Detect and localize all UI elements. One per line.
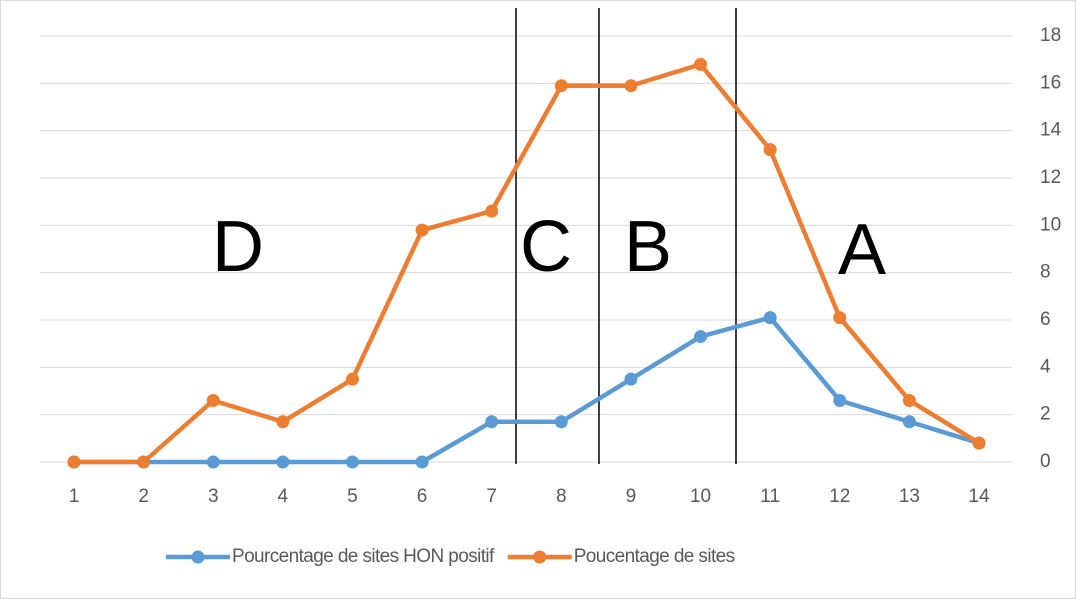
x-tick-label: 6 [417, 486, 428, 507]
data-point [833, 393, 847, 407]
data-point [345, 455, 359, 469]
data-point [763, 311, 777, 325]
zone-label: A [838, 210, 886, 290]
zone-label: C [520, 207, 572, 287]
data-point [67, 455, 81, 469]
data-point [694, 330, 708, 344]
legend-marker [191, 550, 205, 564]
data-point [624, 79, 638, 93]
data-point [554, 79, 568, 93]
y-tick-label: 2 [1040, 404, 1051, 425]
data-point [137, 455, 151, 469]
y-tick-label: 8 [1040, 262, 1051, 283]
x-tick-label: 1 [69, 486, 80, 507]
zone-label: D [212, 207, 264, 287]
y-tick-label: 18 [1040, 25, 1061, 46]
data-point [694, 57, 708, 71]
y-tick-label: 0 [1040, 451, 1051, 472]
x-tick-label: 5 [347, 486, 358, 507]
legend-label: Poucentage de sites [574, 546, 735, 567]
data-point [902, 415, 916, 429]
y-tick-label: 4 [1040, 356, 1051, 377]
x-tick-label: 9 [626, 486, 637, 507]
data-point [415, 223, 429, 237]
data-point [554, 415, 568, 429]
data-point [485, 415, 499, 429]
x-tick-label: 12 [829, 486, 850, 507]
series-line [74, 315, 980, 465]
y-tick-label: 12 [1040, 167, 1061, 188]
legend-label: Pourcentage de sites HON positif [232, 546, 495, 567]
y-tick-label: 14 [1040, 120, 1062, 141]
data-point [345, 372, 359, 386]
y-tick-label: 6 [1040, 309, 1051, 330]
y-tick-label: 10 [1040, 214, 1061, 235]
x-tick-label: 7 [486, 486, 497, 507]
zone-label: B [624, 207, 672, 287]
data-point [206, 393, 220, 407]
data-point [624, 372, 638, 386]
x-tick-label: 10 [690, 486, 711, 507]
data-point [833, 311, 847, 325]
data-point [972, 436, 986, 450]
series-line [74, 62, 981, 465]
data-point [902, 393, 916, 407]
data-point [206, 455, 220, 469]
data-point [763, 143, 777, 157]
x-tick-label: 2 [138, 486, 149, 507]
y-tick-label: 16 [1040, 72, 1061, 93]
x-tick-label: 11 [760, 486, 780, 507]
data-point [276, 415, 290, 429]
data-point [276, 455, 290, 469]
x-tick-label: 14 [968, 486, 990, 507]
x-tick-label: 3 [208, 486, 219, 507]
x-tick-label: 13 [899, 486, 920, 507]
data-point [485, 204, 499, 218]
data-point [415, 455, 429, 469]
grid [40, 35, 1012, 463]
x-tick-label: 4 [278, 486, 289, 507]
x-tick-label: 8 [556, 486, 567, 507]
legend-marker [533, 550, 547, 564]
